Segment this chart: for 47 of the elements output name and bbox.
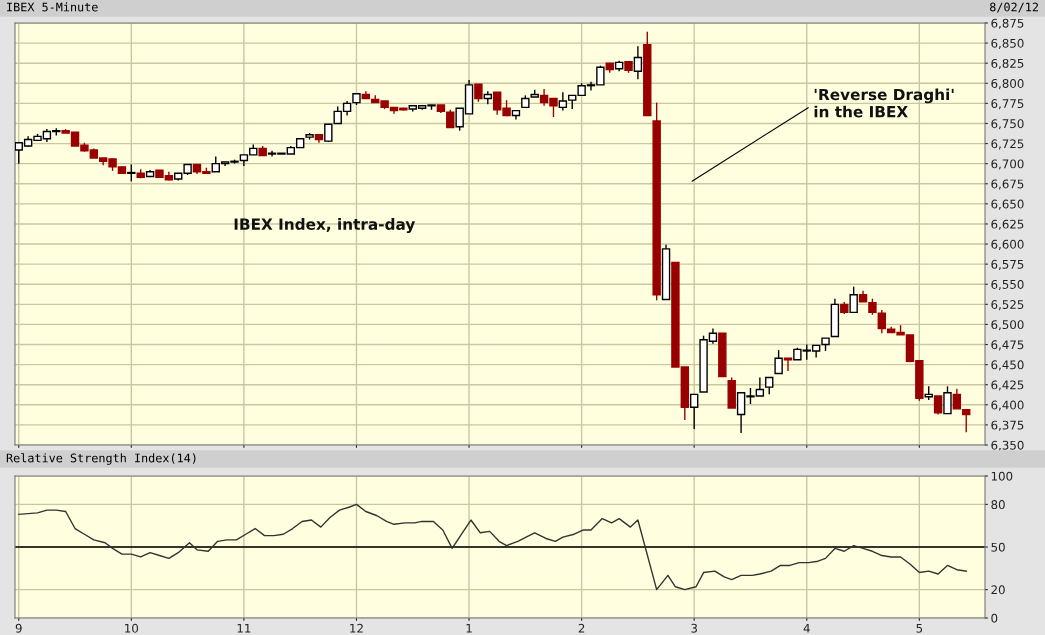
text: 8/02/12 xyxy=(990,2,1038,13)
y-tick-label: 6,525 xyxy=(991,300,1024,311)
y-tick-label: 50 xyxy=(991,542,1005,552)
y-tick-label: 6,425 xyxy=(991,380,1024,391)
x-tick-label: 2 xyxy=(578,623,585,633)
y-tick-label: 6,825 xyxy=(991,58,1024,70)
y-tick-label: 6,375 xyxy=(991,420,1024,431)
chart-title: Relative Strength Index(14) xyxy=(6,453,196,465)
x-tick-label: 5 xyxy=(916,623,923,633)
y-tick-label: 0 xyxy=(991,613,998,623)
candlestick xyxy=(943,385,952,415)
y-tick-label: 6,400 xyxy=(991,400,1024,411)
x-tick-label: 4 xyxy=(803,623,810,633)
candlestick xyxy=(689,393,699,430)
x-tick-label: 12 xyxy=(350,623,363,633)
x-tick-label: 10 xyxy=(125,623,139,633)
y-tick-label: 80 xyxy=(991,500,1005,510)
y-tick-label: 6,775 xyxy=(991,99,1024,110)
candlestick xyxy=(783,357,793,372)
y-tick-label: 6,750 xyxy=(991,119,1024,130)
x-tick-label: 9 xyxy=(15,623,22,633)
y-tick-label: 6,800 xyxy=(991,79,1024,90)
y-tick-label: 6,850 xyxy=(991,38,1024,49)
y-tick-label: 6,875 xyxy=(991,18,1024,29)
y-tick-label: 6,575 xyxy=(991,259,1024,270)
chart-title: IBEX 5-Minute xyxy=(7,2,98,12)
y-tick-label: 6,500 xyxy=(991,320,1024,331)
y-tick-label: 6,700 xyxy=(991,159,1024,170)
annotation: IBEX Index, intra-day xyxy=(234,218,415,234)
y-tick-label: 20 xyxy=(991,585,1005,595)
y-tick-label: 6,350 xyxy=(991,440,1024,451)
y-tick-label: 6,550 xyxy=(991,279,1024,291)
y-tick-label: 6,450 xyxy=(991,360,1024,371)
y-tick-label: 6,625 xyxy=(991,219,1024,230)
y-tick-label: 6,600 xyxy=(991,239,1024,250)
x-tick-label: 1 xyxy=(466,623,472,633)
y-tick-label: 6,725 xyxy=(991,139,1024,150)
y-tick-label: 6,650 xyxy=(991,199,1024,210)
y-tick-label: 100 xyxy=(991,471,1013,481)
annotation: 'Reverse Draghi' in the IBEX xyxy=(814,88,954,118)
candlestick xyxy=(633,45,643,80)
y-tick-label: 6,475 xyxy=(991,340,1024,351)
candlestick xyxy=(849,285,858,314)
y-tick-label: 6,675 xyxy=(991,179,1024,190)
x-tick-label: 3 xyxy=(691,623,697,633)
candlestick xyxy=(774,349,783,375)
x-tick-label: 11 xyxy=(237,623,251,633)
